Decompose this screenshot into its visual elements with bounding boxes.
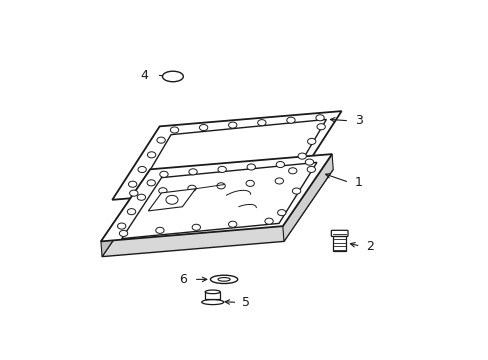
Text: 2: 2	[366, 240, 373, 253]
FancyBboxPatch shape	[332, 236, 346, 251]
Circle shape	[264, 218, 273, 224]
Text: 5: 5	[242, 296, 250, 309]
Ellipse shape	[210, 275, 237, 284]
Ellipse shape	[218, 278, 230, 281]
Circle shape	[218, 166, 226, 172]
Circle shape	[315, 115, 324, 121]
Circle shape	[305, 159, 313, 165]
Text: 6: 6	[179, 273, 187, 286]
Polygon shape	[112, 111, 341, 200]
Circle shape	[188, 169, 197, 175]
Circle shape	[292, 188, 300, 194]
Circle shape	[159, 188, 167, 194]
Ellipse shape	[162, 71, 183, 82]
Circle shape	[277, 210, 285, 216]
Circle shape	[228, 122, 236, 128]
Circle shape	[170, 127, 178, 133]
Polygon shape	[282, 154, 332, 242]
Text: 4: 4	[140, 68, 148, 82]
Circle shape	[147, 152, 156, 158]
Circle shape	[306, 166, 315, 172]
Circle shape	[128, 181, 137, 187]
Circle shape	[119, 230, 127, 237]
Circle shape	[316, 124, 325, 130]
Circle shape	[276, 162, 284, 167]
Circle shape	[157, 137, 165, 143]
FancyBboxPatch shape	[205, 292, 220, 299]
Polygon shape	[122, 162, 316, 239]
Circle shape	[217, 183, 225, 189]
Circle shape	[275, 178, 283, 184]
Circle shape	[307, 138, 315, 144]
Circle shape	[127, 208, 136, 215]
Circle shape	[160, 171, 168, 177]
Circle shape	[156, 227, 164, 233]
Circle shape	[137, 194, 145, 200]
Circle shape	[187, 185, 196, 191]
Circle shape	[165, 195, 178, 204]
Circle shape	[117, 223, 125, 229]
Circle shape	[147, 180, 155, 186]
Ellipse shape	[202, 300, 223, 305]
Circle shape	[298, 153, 306, 159]
Polygon shape	[135, 120, 326, 195]
Circle shape	[228, 221, 236, 227]
Polygon shape	[148, 189, 195, 211]
Circle shape	[138, 166, 146, 172]
Circle shape	[129, 190, 138, 196]
Circle shape	[192, 224, 200, 230]
Polygon shape	[101, 169, 151, 257]
Ellipse shape	[205, 290, 220, 294]
Circle shape	[257, 120, 265, 126]
Circle shape	[286, 117, 295, 123]
Circle shape	[245, 180, 254, 186]
FancyBboxPatch shape	[331, 230, 347, 237]
Text: 1: 1	[354, 176, 362, 189]
Polygon shape	[102, 169, 332, 257]
Circle shape	[288, 168, 296, 174]
Circle shape	[246, 164, 255, 170]
Circle shape	[199, 125, 207, 131]
Text: 3: 3	[354, 114, 362, 127]
Polygon shape	[101, 154, 331, 242]
